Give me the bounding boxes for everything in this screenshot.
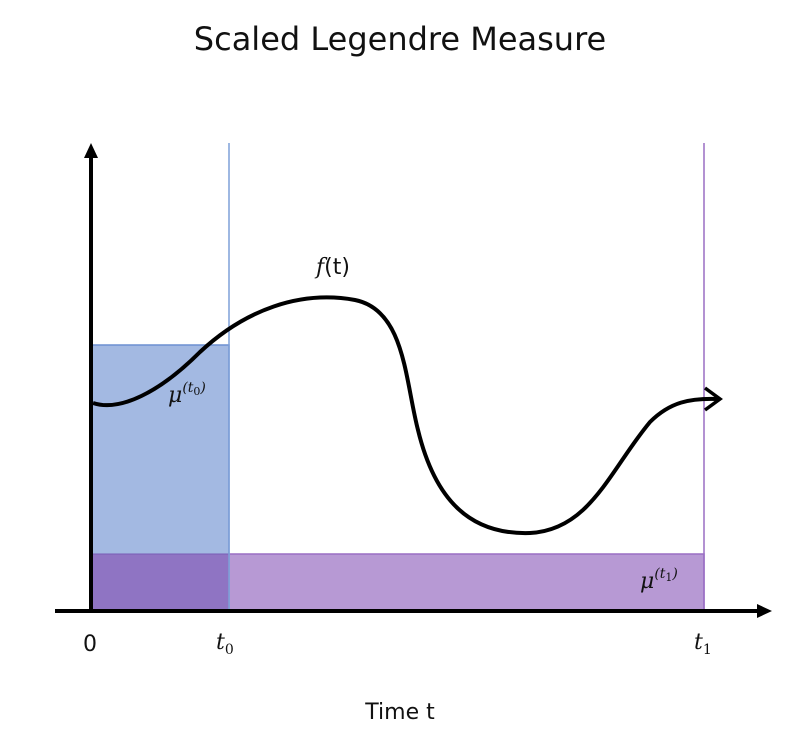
curve-label-arg: (t): [324, 255, 350, 280]
curve-label-f: f: [316, 255, 325, 280]
tick-t0-sub: 0: [224, 642, 234, 658]
tick-t0: t0: [216, 630, 234, 658]
tick-t1: t1: [694, 630, 712, 658]
tick-t1-base: t: [694, 630, 703, 655]
measure-t1-sup-open: (t: [654, 566, 666, 582]
measure-t1-label: μ(t1): [640, 566, 678, 594]
signal-curve: [92, 295, 719, 536]
tick-t1-sub: 1: [702, 642, 712, 658]
measure-t0-label: μ(t0): [168, 380, 206, 408]
x-axis-arrow: [757, 604, 772, 618]
y-axis-arrow: [84, 143, 98, 158]
measure-t1-sup-sub: 1: [665, 571, 673, 584]
x-axis-label: Time t: [365, 700, 435, 725]
measure-t1-sup-close: ): [672, 566, 678, 582]
measure-t0-sup-open: (t: [182, 380, 194, 396]
curve-arrowhead: [703, 386, 723, 412]
measure-t0-sup-sub: 0: [193, 385, 201, 398]
tick-zero: 0: [83, 632, 97, 657]
chart-title: Scaled Legendre Measure: [193, 20, 607, 58]
overlap-region: [90, 553, 230, 612]
measure-t0-mu: μ: [168, 383, 183, 408]
curve-label: f(t): [316, 254, 350, 280]
measure-t0-sup-close: ): [200, 380, 206, 396]
tick-t0-base: t: [216, 630, 225, 655]
measure-t1-mu: μ: [640, 569, 655, 594]
